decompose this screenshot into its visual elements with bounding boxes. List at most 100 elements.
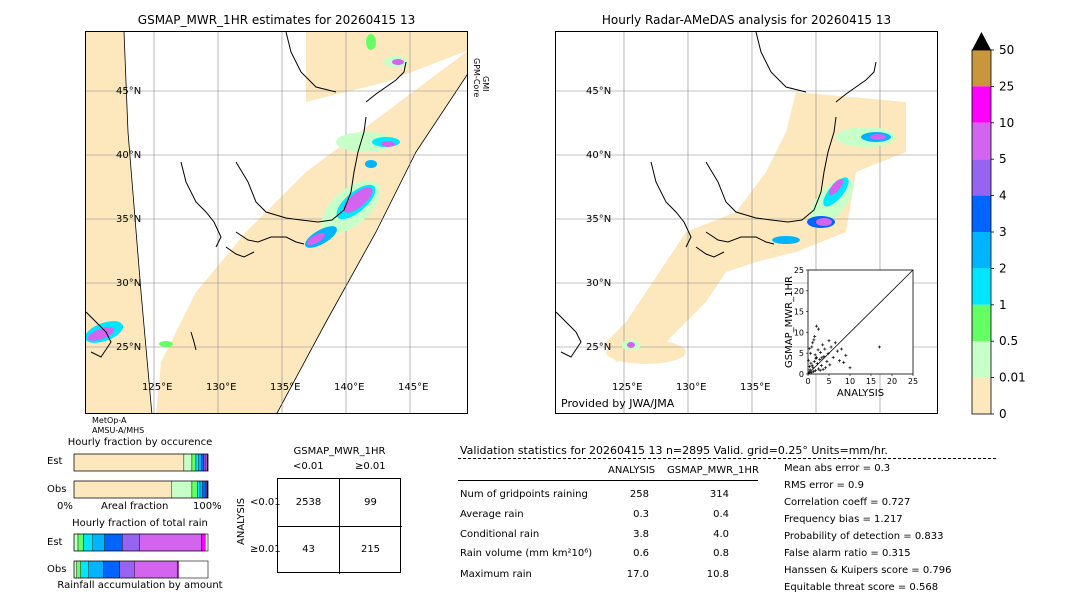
colorbar-label: 5	[999, 152, 1007, 166]
rainfrac-title: Hourly fraction of total rain	[72, 518, 208, 529]
scatter-ytick-label: 20	[794, 287, 804, 296]
fraction-segment	[191, 480, 198, 499]
contingency-cell: 215	[360, 544, 381, 555]
fraction-segment	[80, 560, 89, 579]
scatter-point	[840, 347, 844, 351]
score-rms-error: RMS error = 0.9	[784, 480, 864, 491]
scatter-point	[819, 364, 823, 368]
scatter-ylabel: GSMAP_MWR_1HR	[784, 276, 795, 368]
scatter-point	[821, 367, 825, 371]
sensor-name: MetOp-A	[92, 416, 127, 425]
fraction-segment	[77, 533, 84, 552]
fraction-segment	[76, 560, 81, 579]
scatter-point	[823, 347, 827, 351]
rainfrac-obs-label: Obs	[47, 564, 67, 575]
contingency-col-label: <0.01	[293, 461, 324, 472]
scatter-point	[806, 358, 810, 362]
scatter-point	[810, 345, 814, 349]
colorbar-label: 3	[999, 225, 1007, 239]
validation-row-label: Rain volume (mm km²10⁶)	[460, 548, 593, 559]
fraction-bar-frame	[73, 560, 209, 579]
right-lon-label: 130°E	[676, 382, 707, 393]
right-map-title: Hourly Radar-AMeDAS analysis for 2026041…	[601, 13, 892, 27]
colorbar-label: 2	[999, 261, 1007, 275]
score-frequency-bias: Frequency bias = 1.217	[784, 514, 903, 525]
scatter-point	[811, 366, 815, 370]
colorbar-swatch	[972, 232, 991, 269]
scatter-point	[814, 324, 818, 328]
scatter-plot: 0 5 10 15 20 25 0 5 10 15 20 25 ANALYSIS GSMAP_MWR_1H…	[784, 266, 918, 399]
scatter-point	[818, 357, 822, 361]
colorbar-swatch	[972, 377, 991, 414]
scatter-point	[812, 360, 816, 364]
scatter-xtick-label: 5	[826, 377, 831, 386]
left-swath-west	[86, 32, 152, 413]
scatter-point	[833, 341, 837, 345]
fraction-segment	[139, 533, 202, 552]
scatter-point	[824, 366, 828, 370]
contingency-row-axis-label: ANALYSIS	[236, 497, 247, 545]
fraction-segment	[197, 480, 201, 499]
scatter-xtick-label: 10	[845, 377, 855, 386]
radar-coverage	[606, 92, 906, 362]
contingency-cell: 2538	[295, 497, 322, 508]
sensor-name: GPM-Core	[472, 58, 481, 98]
colorbar: 50 25 10 5 4 3 2 1 0.5 0.01 0	[968, 30, 1048, 421]
scatter-point	[818, 368, 822, 372]
scatter-point	[808, 368, 812, 372]
fraction-segment	[134, 560, 178, 579]
scatter-ytick-label: 25	[794, 266, 804, 275]
scatter-point	[814, 357, 818, 361]
validation-row-a: 0.6	[633, 548, 649, 559]
left-lat-label: 35°N	[116, 214, 142, 225]
right-rain-patches	[621, 127, 896, 350]
contingency-table: 2538 99 43 215	[277, 478, 402, 574]
left-lon-label: 140°E	[334, 382, 365, 393]
contingency-cell: 43	[302, 544, 315, 555]
right-lat-label: 45°N	[586, 86, 612, 97]
fraction-segment	[73, 480, 173, 499]
left-coastlines	[86, 32, 407, 358]
scatter-diagonal	[807, 269, 914, 375]
scatter-point	[809, 361, 813, 365]
right-coastlines	[556, 32, 877, 358]
occurrence-obs-label: Obs	[47, 484, 67, 495]
sensor-name: GMI	[481, 76, 490, 92]
validation-row-b: 4.0	[713, 529, 729, 540]
fraction-bar-frame	[73, 533, 209, 552]
fraction-segment	[195, 453, 199, 472]
score-far: False alarm ratio = 0.315	[784, 548, 911, 559]
validation-row-label: Maximum rain	[460, 569, 532, 580]
occurrence-title: Hourly fraction by occurence	[67, 437, 213, 448]
left-lat-label: 30°N	[116, 278, 142, 289]
validation-divider	[458, 458, 996, 459]
fraction-segment	[73, 533, 79, 552]
scatter-point	[813, 335, 817, 339]
occurrence-xtick-0: 0%	[57, 501, 73, 512]
colorbar-swatch	[972, 304, 991, 342]
fraction-segment	[203, 453, 207, 472]
fraction-segment	[201, 533, 206, 552]
colorbar-swatch	[972, 341, 991, 378]
validation-col-header: ANALYSIS	[608, 465, 656, 476]
left-map-title: GSMAP_MWR_1HR estimates for 20260415 13	[137, 13, 416, 27]
scatter-point	[809, 371, 813, 375]
scatter-point	[817, 367, 820, 371]
score-hk: Hanssen & Kuipers score = 0.796	[784, 565, 952, 576]
validation-row-a: 0.3	[633, 509, 649, 520]
scatter-point	[822, 355, 826, 359]
colorbar-graphic: 50 25 10 5 4 3 2 1 0.5 0.01 0	[971, 32, 1026, 421]
validation-row-a: 17.0	[626, 569, 649, 580]
validation-row-label: Average rain	[460, 509, 524, 520]
sensor-label-top-right-2: GMI	[481, 76, 490, 91]
scatter-point	[812, 338, 816, 342]
fraction-segment	[119, 560, 135, 579]
occurrence-est-label: Est	[47, 456, 63, 467]
validation-row-a: 3.8	[633, 529, 649, 540]
colorbar-label: 10	[999, 116, 1014, 130]
occurrence-xlabel: Areal fraction	[101, 501, 169, 512]
fraction-segment	[171, 480, 193, 499]
scatter-point	[844, 353, 848, 357]
right-lat-label: 35°N	[586, 214, 612, 225]
scatter-ytick-label: 10	[794, 328, 804, 337]
